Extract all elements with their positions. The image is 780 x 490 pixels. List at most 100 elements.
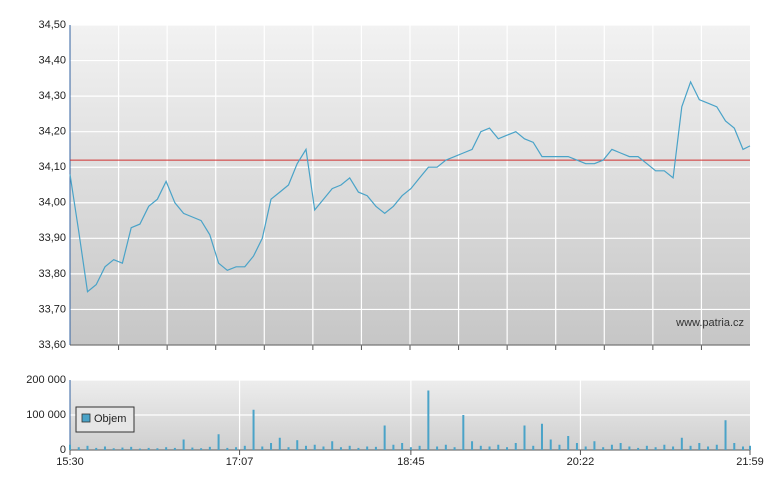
volume-bar bbox=[418, 445, 421, 450]
x-tick-label: 18:45 bbox=[397, 456, 425, 468]
volume-bar bbox=[610, 444, 613, 450]
volume-bar bbox=[436, 446, 439, 450]
volume-bar bbox=[95, 447, 98, 450]
volume-bar bbox=[409, 447, 412, 450]
volume-bar bbox=[645, 445, 648, 450]
volume-bar bbox=[471, 441, 474, 450]
volume-bar bbox=[462, 415, 465, 450]
volume-bar bbox=[339, 447, 342, 450]
volume-bar bbox=[497, 444, 500, 450]
x-tick-label: 20:22 bbox=[567, 456, 595, 468]
volume-bar bbox=[584, 446, 587, 450]
y-tick-label: 34,40 bbox=[38, 54, 66, 66]
volume-bar bbox=[453, 447, 456, 450]
volume-bar bbox=[479, 445, 482, 450]
volume-bar bbox=[252, 409, 255, 450]
volume-bar bbox=[733, 443, 736, 450]
volume-bar bbox=[698, 443, 701, 450]
volume-bar bbox=[173, 447, 176, 450]
volume-bar bbox=[488, 446, 491, 450]
y-tick-label: 34,20 bbox=[38, 126, 66, 138]
volume-bar bbox=[217, 434, 220, 450]
volume-bar bbox=[243, 445, 246, 450]
volume-bar bbox=[749, 445, 751, 450]
watermark: www.patria.cz bbox=[675, 317, 744, 329]
volume-bar bbox=[165, 447, 168, 450]
volume-bar bbox=[549, 439, 552, 450]
legend-label: Objem bbox=[94, 413, 126, 425]
volume-bar bbox=[654, 447, 657, 450]
volume-bar bbox=[348, 445, 351, 450]
volume-bar bbox=[637, 447, 640, 450]
volume-bar bbox=[532, 445, 535, 450]
y-tick-label: 34,00 bbox=[38, 197, 66, 209]
volume-bar bbox=[401, 443, 404, 450]
volume-bar bbox=[147, 447, 150, 450]
volume-bar bbox=[506, 447, 509, 450]
y-tick-label: 33,60 bbox=[38, 339, 66, 351]
volume-bar bbox=[130, 446, 133, 450]
price-vertical-grid bbox=[117, 25, 703, 350]
volume-bar bbox=[689, 445, 692, 450]
volume-bar bbox=[86, 445, 89, 450]
volume-bar bbox=[313, 444, 316, 450]
volume-bar bbox=[523, 425, 526, 450]
volume-bar bbox=[200, 448, 203, 450]
y-tick-label: 34,50 bbox=[38, 19, 66, 31]
volume-bar bbox=[724, 420, 727, 450]
volume-bar bbox=[287, 447, 290, 450]
volume-bar bbox=[602, 447, 605, 450]
volume-bar bbox=[374, 446, 377, 450]
volume-bar bbox=[575, 443, 578, 450]
y-tick-label: 34,30 bbox=[38, 90, 66, 102]
volume-bar bbox=[392, 444, 395, 450]
volume-bar bbox=[558, 444, 561, 450]
volume-bar bbox=[226, 447, 229, 450]
volume-bar bbox=[715, 444, 718, 450]
volume-bar bbox=[331, 441, 334, 450]
volume-bar bbox=[103, 446, 106, 450]
volume-bar bbox=[261, 446, 264, 450]
volume-bar bbox=[182, 439, 185, 450]
y-tick-label: 100 000 bbox=[26, 409, 66, 421]
volume-bar bbox=[156, 448, 159, 450]
volume-bar bbox=[69, 444, 71, 450]
volume-bar bbox=[191, 447, 194, 450]
x-tick-label: 21:59 bbox=[736, 456, 764, 468]
x-tick-label: 15:30 bbox=[56, 456, 84, 468]
volume-bar bbox=[427, 390, 430, 450]
volume-bar bbox=[77, 447, 80, 450]
volume-bar bbox=[235, 447, 238, 450]
y-tick-label: 200 000 bbox=[26, 374, 66, 386]
volume-bar bbox=[672, 446, 675, 450]
volume-bar bbox=[540, 423, 543, 450]
y-tick-label: 34,10 bbox=[38, 161, 66, 173]
x-tick-label: 17:07 bbox=[226, 456, 254, 468]
y-tick-label: 33,80 bbox=[38, 268, 66, 280]
volume-bar bbox=[742, 446, 745, 450]
volume-bar bbox=[383, 425, 386, 450]
volume-bar bbox=[444, 444, 447, 450]
volume-bar bbox=[619, 443, 622, 450]
volume-bar bbox=[296, 440, 299, 450]
legend-swatch bbox=[81, 413, 91, 423]
volume-bar bbox=[663, 444, 666, 450]
volume-bar bbox=[707, 446, 710, 450]
y-tick-label: 0 bbox=[60, 444, 66, 456]
volume-bar bbox=[270, 443, 273, 450]
volume-bar bbox=[138, 448, 141, 450]
volume-bar bbox=[208, 446, 211, 450]
volume-bar bbox=[628, 446, 631, 450]
volume-bar bbox=[121, 447, 124, 450]
volume-bar bbox=[112, 448, 115, 450]
volume-bar bbox=[366, 446, 369, 450]
volume-bar bbox=[357, 447, 360, 450]
price-line bbox=[69, 80, 751, 293]
volume-bar bbox=[593, 441, 596, 450]
y-tick-label: 33,70 bbox=[38, 303, 66, 315]
volume-bar bbox=[514, 443, 517, 450]
volume-bar bbox=[322, 446, 325, 450]
volume-bar bbox=[567, 436, 570, 450]
